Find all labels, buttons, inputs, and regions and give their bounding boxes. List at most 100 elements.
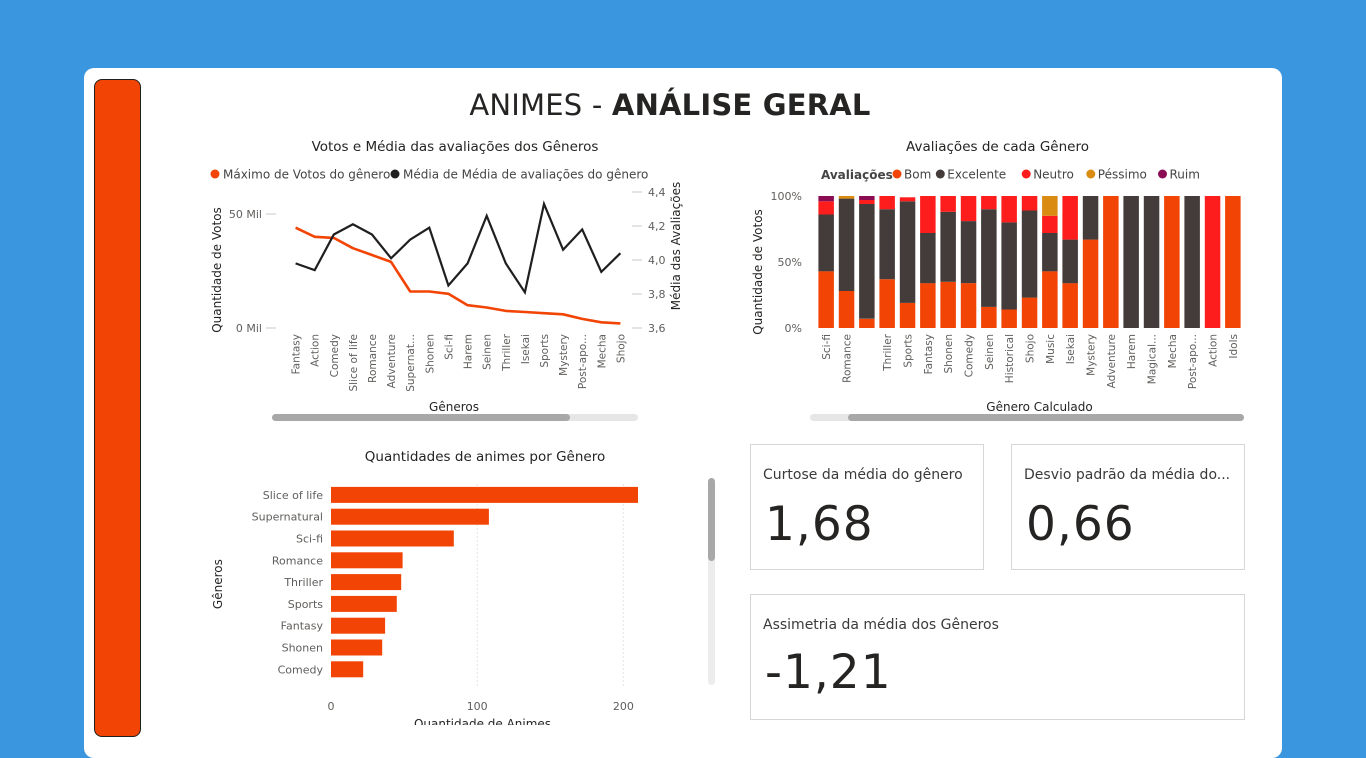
bar xyxy=(331,508,489,525)
x-axis-title: Quantidade de Animes xyxy=(414,717,551,725)
scrollbar-thumb[interactable] xyxy=(848,414,1244,421)
bar-segment-bom xyxy=(818,271,834,328)
bar-segment-excelente xyxy=(838,198,855,291)
y-tick-label: Thriller xyxy=(283,576,323,589)
bar xyxy=(331,574,402,591)
bar-segment-péssimo xyxy=(838,196,855,199)
bar-segment-ruim xyxy=(818,196,834,202)
y2-tick-label: 4,0 xyxy=(648,254,666,267)
y-tick-label: 50% xyxy=(778,256,802,269)
bar-segment-excelente xyxy=(1184,196,1200,328)
kpi-label: Curtose da média do gênero xyxy=(763,467,963,483)
bar-segment-neutro xyxy=(1042,215,1058,233)
y-tick-label: 0% xyxy=(785,322,802,335)
x-tick-label: Shonen xyxy=(943,334,955,374)
legend-title: Avaliações xyxy=(821,168,893,182)
x-tick-label: Isekai xyxy=(520,334,532,364)
bar xyxy=(331,552,403,569)
bar-segment-neutro xyxy=(1204,196,1221,328)
bar xyxy=(331,661,364,678)
y-tick-label: Comedy xyxy=(278,663,324,676)
bar-segment-péssimo xyxy=(1042,196,1058,216)
x-tick-label: Isekai xyxy=(1065,334,1077,364)
bar-segment-bom xyxy=(981,306,997,328)
x-tick-label: Historical xyxy=(1004,334,1016,383)
x-tick-label: Supernat... xyxy=(405,334,417,392)
bar-segment-bom xyxy=(899,302,916,328)
line-chart[interactable]: Máximo de Votos do gênero Média de Média … xyxy=(200,160,700,425)
y-tick-label: Romance xyxy=(272,554,323,567)
bar-segment-bom xyxy=(920,283,936,328)
x-tick-label: 100 xyxy=(467,700,488,713)
bar-segment-bom xyxy=(879,279,895,328)
y-axis-title: Quantidade de Votos xyxy=(751,209,765,335)
x-tick-label: Seinen xyxy=(482,334,494,370)
x-tick-label: Post-apo... xyxy=(1187,334,1199,389)
x-tick-label: 200 xyxy=(613,700,634,713)
x-tick-label: Adventure xyxy=(386,334,398,388)
x-tick-label: Sci-fi xyxy=(821,334,833,360)
bar-segment-neutro xyxy=(818,201,834,215)
kpi-card-assimetria[interactable]: Assimetria da média dos Gêneros -1,21 xyxy=(750,594,1245,720)
x-tick-label: Mecha xyxy=(1167,334,1179,368)
x-tick-label: Action xyxy=(1208,334,1220,367)
bar-segment-excelente xyxy=(940,211,956,282)
x-tick-label: Mystery xyxy=(558,334,570,376)
line-chart-title: Votos e Média das avaliações dos Gêneros xyxy=(311,139,599,155)
x-tick-label: Harem xyxy=(1126,334,1138,369)
scrollbar-thumb[interactable] xyxy=(272,414,570,421)
x-tick-label: Thriller xyxy=(501,333,513,372)
bar-segment-bom xyxy=(1001,309,1017,328)
bar-segment-bom xyxy=(940,281,956,328)
bar-segment-bom xyxy=(838,291,855,328)
bar xyxy=(331,617,386,634)
bar-segment-neutro xyxy=(1062,196,1078,240)
bar-segment-neutro xyxy=(981,196,997,210)
bar-segment-neutro xyxy=(1001,196,1017,223)
stacked-bar-chart[interactable]: Avaliações Bom Excelente Neutro Péssimo Ruim 0… xyxy=(740,160,1260,425)
x-tick-label: Romance xyxy=(842,334,854,383)
legend-label: Péssimo xyxy=(1098,168,1147,182)
bar-segment-bom xyxy=(960,283,977,328)
bar-segment-bom xyxy=(1062,283,1078,328)
y2-tick-label: 3,8 xyxy=(648,288,666,301)
x-tick-label: Comedy xyxy=(329,334,341,377)
y-axis-title: Quantidade de Votos xyxy=(210,207,224,333)
stacked-chart-title: Avaliações de cada Gênero xyxy=(906,139,1089,155)
scrollbar-thumb[interactable] xyxy=(708,478,715,561)
bar-segment-excelente xyxy=(981,209,997,307)
page-title: ANIMES - ANÁLISE GERAL xyxy=(469,88,871,122)
legend-label: Bom xyxy=(904,168,931,182)
hbar-chart[interactable]: Slice of life Supernatural Sci-fi Romance Th… xyxy=(200,470,725,725)
x-tick-label: Seinen xyxy=(984,334,996,370)
bar-segment-neutro xyxy=(960,196,977,222)
series-line-votos xyxy=(295,226,621,325)
y-tick-label: Sports xyxy=(288,598,324,611)
bar xyxy=(331,595,397,612)
kpi-label: Desvio padrão da média do... xyxy=(1024,467,1231,483)
legend-label-media: Média de Média de avaliações do gênero xyxy=(403,168,648,182)
bar xyxy=(331,486,638,503)
bar-segment-bom xyxy=(1021,297,1038,328)
bar-segment-excelente xyxy=(859,203,875,319)
bar-segment-excelente xyxy=(1021,210,1038,298)
x-tick-label: Idols xyxy=(1228,334,1240,359)
bar-segment-neutro xyxy=(879,196,895,210)
x-tick-label: Adventure xyxy=(1106,334,1118,388)
kpi-card-curtose[interactable]: Curtose da média do gênero 1,68 xyxy=(750,444,984,570)
x-axis-title: Gênero Calculado xyxy=(986,400,1092,414)
legend-marker-votos xyxy=(210,169,220,179)
sidebar-panel[interactable] xyxy=(94,79,141,737)
bar-segment-excelente xyxy=(1143,196,1160,328)
kpi-card-desvio[interactable]: Desvio padrão da média do... 0,66 xyxy=(1011,444,1245,570)
x-tick-label: Shojo xyxy=(1025,334,1037,363)
bar-segment-neutro xyxy=(899,197,916,202)
legend-marker-2 xyxy=(1021,169,1031,179)
bar xyxy=(331,639,383,656)
legend-marker-0 xyxy=(892,169,902,179)
x-tick-label: Magical... xyxy=(1147,334,1159,384)
legend-marker-1 xyxy=(935,169,945,179)
y2-tick-label: 3,6 xyxy=(648,322,666,335)
y-axis-title: Gêneros xyxy=(211,559,225,609)
bar-segment-bom xyxy=(1042,271,1058,328)
